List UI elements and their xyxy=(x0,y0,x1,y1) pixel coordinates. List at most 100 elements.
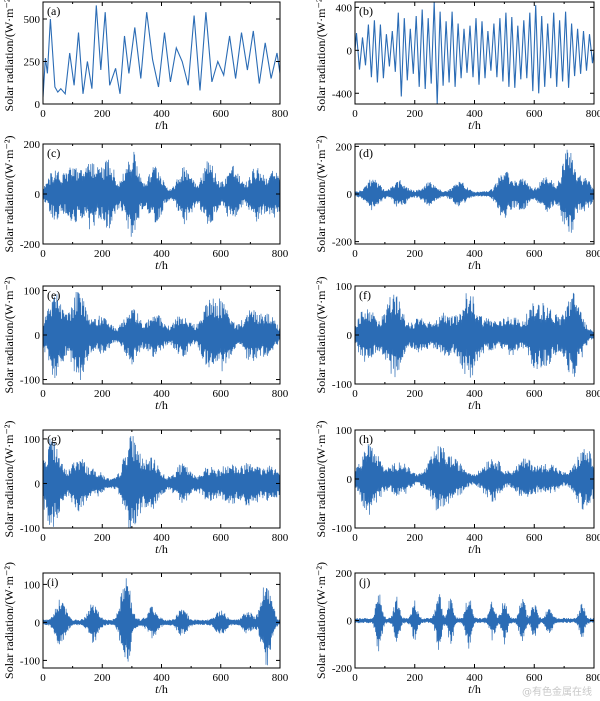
y-axis-label: Solar radiation/(W·m⁻²) xyxy=(2,0,16,111)
x-tick-label: 800 xyxy=(272,532,289,544)
y-axis-label: Solar radiation/(W·m⁻²) xyxy=(314,136,328,253)
y-axis-label: Solar radiation/(W·m⁻²) xyxy=(2,421,16,538)
series-line xyxy=(43,5,280,98)
x-tick-label: 200 xyxy=(94,532,111,544)
y-tick-label: 200 xyxy=(336,141,353,153)
series-line xyxy=(355,292,594,378)
y-tick-label: 100 xyxy=(336,425,353,437)
series-line xyxy=(43,291,280,381)
x-tick-label: 600 xyxy=(526,108,543,120)
y-axis-label: Solar radiation/(W·m⁻²) xyxy=(314,277,328,394)
x-tick-label: 200 xyxy=(94,672,111,684)
x-axis-label: t/h xyxy=(155,542,168,556)
x-tick-label: 600 xyxy=(213,532,230,544)
panel-label: (g) xyxy=(47,432,61,446)
y-tick-label: -200 xyxy=(20,239,41,251)
x-tick-label: 400 xyxy=(153,388,170,400)
panel-label: (j) xyxy=(359,575,370,589)
x-tick-label: 600 xyxy=(526,672,543,684)
y-tick-label: -100 xyxy=(20,523,41,535)
x-tick-label: 400 xyxy=(153,672,170,684)
x-tick-label: 0 xyxy=(352,108,358,120)
x-tick-label: 800 xyxy=(586,532,600,544)
x-tick-label: 0 xyxy=(40,388,46,400)
x-tick-label: 200 xyxy=(94,108,111,120)
panel-label: (b) xyxy=(359,4,373,18)
x-tick-label: 600 xyxy=(213,108,230,120)
y-tick-label: 0 xyxy=(35,478,41,490)
x-tick-label: 600 xyxy=(526,388,543,400)
x-tick-label: 800 xyxy=(586,388,600,400)
x-tick-label: 400 xyxy=(466,108,483,120)
x-tick-label: 200 xyxy=(407,108,424,120)
x-tick-label: 800 xyxy=(586,108,600,120)
y-tick-label: -100 xyxy=(332,523,353,535)
y-tick-label: -100 xyxy=(20,655,41,667)
x-tick-label: 200 xyxy=(94,248,111,260)
x-tick-label: 800 xyxy=(272,108,289,120)
panel-a: 0 200 400 600 800 0 250 500 t/h Solar radiation/(… xyxy=(2,0,289,132)
y-tick-label: 400 xyxy=(336,2,353,14)
x-tick-label: 400 xyxy=(153,108,170,120)
x-tick-label: 800 xyxy=(272,248,289,260)
x-tick-label: 200 xyxy=(94,388,111,400)
x-tick-label: 800 xyxy=(272,672,289,684)
series-line xyxy=(355,2,594,104)
y-tick-label: 100 xyxy=(24,579,41,591)
y-tick-label: 0 xyxy=(35,189,41,201)
y-tick-label: -200 xyxy=(332,663,353,675)
y-tick-label: 0 xyxy=(35,617,41,629)
x-tick-label: 600 xyxy=(526,532,543,544)
x-tick-label: 0 xyxy=(40,108,46,120)
x-tick-label: 0 xyxy=(352,388,358,400)
y-tick-label: 200 xyxy=(24,139,41,151)
x-tick-label: 200 xyxy=(407,248,424,260)
series-line xyxy=(43,151,280,237)
x-tick-label: 400 xyxy=(466,248,483,260)
x-tick-label: 200 xyxy=(407,532,424,544)
panel-i: 0 200 400 600 800 -100 0 100 t/h Solar radiation/… xyxy=(2,562,289,696)
x-axis-label: t/h xyxy=(155,398,168,412)
x-tick-label: 0 xyxy=(352,532,358,544)
x-tick-label: 0 xyxy=(352,672,358,684)
y-tick-label: 0 xyxy=(347,330,353,342)
y-tick-label: 100 xyxy=(24,434,41,446)
panel-label: (c) xyxy=(47,146,60,160)
panel-label: (d) xyxy=(359,146,373,160)
x-tick-label: 600 xyxy=(213,248,230,260)
x-tick-label: 600 xyxy=(213,388,230,400)
x-tick-label: 400 xyxy=(466,388,483,400)
y-tick-label: 0 xyxy=(347,45,353,57)
x-axis-label: t/h xyxy=(155,682,168,696)
x-axis-label: t/h xyxy=(468,118,481,132)
y-tick-label: 250 xyxy=(24,57,41,69)
x-tick-label: 800 xyxy=(272,388,289,400)
x-tick-label: 200 xyxy=(407,388,424,400)
x-tick-label: 200 xyxy=(407,672,424,684)
y-tick-label: 0 xyxy=(347,189,353,201)
x-tick-label: 800 xyxy=(586,672,600,684)
x-tick-label: 800 xyxy=(586,248,600,260)
y-axis-label: Solar radiation/(W·m⁻²) xyxy=(2,277,16,394)
y-tick-label: -200 xyxy=(332,237,353,249)
y-axis-label: Solar radiation/(W·m⁻²) xyxy=(314,562,328,679)
y-axis-label: Solar radiation/(W·m⁻²) xyxy=(314,421,328,538)
series-line xyxy=(43,578,280,666)
x-axis-label: t/h xyxy=(468,542,481,556)
x-tick-label: 0 xyxy=(40,672,46,684)
x-axis-label: t/h xyxy=(468,682,481,696)
x-axis-label: t/h xyxy=(468,258,481,272)
x-tick-label: 400 xyxy=(466,532,483,544)
panel-label: (e) xyxy=(47,288,60,302)
series-line xyxy=(355,444,594,515)
x-tick-label: 400 xyxy=(466,672,483,684)
x-tick-label: 600 xyxy=(526,248,543,260)
y-tick-label: -100 xyxy=(332,379,353,391)
watermark-text: @有色金属在线 xyxy=(522,687,592,698)
y-tick-label: -100 xyxy=(20,375,41,387)
